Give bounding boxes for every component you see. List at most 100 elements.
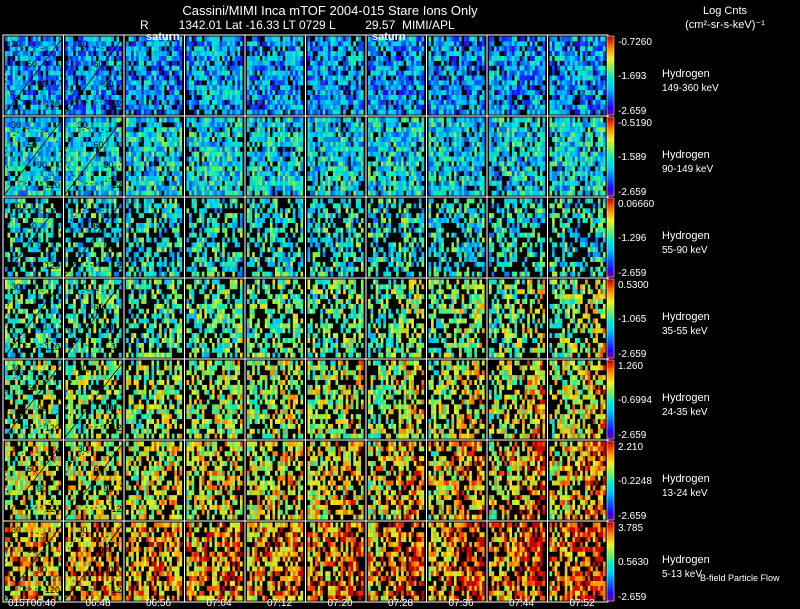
heatmap-cell [40,141,44,147]
heatmap-cell [325,51,328,57]
heatmap-cell [380,46,384,52]
heatmap-cell [33,51,36,57]
heatmap-cell [285,90,288,96]
heatmap-cell [249,65,253,71]
heatmap-cell [378,117,381,123]
heatmap-cell [201,141,205,147]
heatmap-cell [204,109,207,115]
heatmap-cell [206,75,210,81]
heatmap-cell [25,36,29,42]
heatmap-cell [390,65,394,71]
heatmap-cell [58,65,62,71]
heatmap-cell [48,65,51,71]
heatmap-cell [189,75,192,81]
heatmap-cell [141,132,144,138]
heatmap-cell [332,60,336,66]
heatmap-cell [522,80,525,86]
heatmap-cell [186,99,190,105]
heatmap-cell [338,185,341,191]
heatmap-cell [441,75,444,81]
heatmap-cell [249,180,253,186]
heatmap-cell [191,85,195,91]
heatmap-cell [527,46,530,52]
heatmap-cell [285,127,288,133]
heatmap-cell [322,127,326,133]
heatmap-cell [416,80,420,86]
heatmap-cell [585,109,588,115]
heatmap-cell [572,75,576,81]
heatmap-cell [118,137,122,142]
heatmap-cell [25,141,29,147]
heatmap-cell [30,46,34,52]
heatmap-cell [600,65,604,71]
heatmap-cell [148,151,152,157]
heatmap-cell [504,99,507,105]
heatmap-cell [17,137,21,142]
heatmap-cell [481,109,485,115]
heatmap-cell [375,141,379,147]
heatmap-cell [403,75,407,81]
heatmap-cell [136,85,139,91]
heatmap-cell [106,90,109,96]
heatmap-cell [310,80,313,86]
heatmap-cell [393,122,397,128]
heatmap-cell [7,180,11,186]
heatmap-cell [138,117,142,123]
heatmap-cell [297,151,301,157]
heatmap-cell [529,46,533,52]
heatmap-cell [30,85,34,91]
heatmap-cell [514,90,518,96]
heatmap-cell [209,56,213,61]
heatmap-cell [229,151,233,157]
heatmap-cell [542,41,546,47]
heatmap-cell [554,46,558,52]
heatmap-cell [103,36,107,42]
heatmap-cell [164,146,167,152]
heatmap-cell [267,185,271,191]
heatmap-cell [378,137,381,142]
heatmap-cell [401,127,404,133]
heatmap-cell [282,90,286,96]
heatmap-cell [201,99,205,105]
heatmap-cell [249,132,253,138]
heatmap-cell [569,75,573,81]
heatmap-cell [229,104,233,110]
heatmap-cell [108,41,112,47]
heatmap-cell [45,161,49,167]
heatmap-cell [378,127,381,133]
heatmap-cell [358,109,362,115]
heatmap-cell [166,176,170,181]
heatmap-cell [390,60,394,66]
heatmap-cell [78,51,81,57]
heatmap-cell [529,36,533,42]
heatmap-cell [12,51,16,57]
heatmap-cell [569,85,573,91]
heatmap-cell [10,156,13,162]
heatmap-cell [232,156,235,162]
heatmap-cell [80,185,84,191]
heatmap-cell [489,104,492,110]
heatmap-cell [12,75,16,81]
heatmap-cell [217,132,220,138]
heatmap-cell [272,132,276,138]
heatmap-cell [355,95,359,100]
heatmap-cell [554,51,558,57]
heatmap-cell [476,90,480,96]
heatmap-cell [295,65,299,71]
heatmap-cell [159,156,162,162]
heatmap-cell [98,171,102,177]
heatmap-cell [292,56,296,61]
colorbar-segment [607,36,614,39]
heatmap-cell [343,104,346,110]
heatmap-cell [73,161,76,167]
heatmap-cell [267,132,271,138]
heatmap-cell [224,117,228,123]
heatmap-cell [209,127,213,133]
heatmap-cell [234,185,238,191]
heatmap-cell [88,41,92,47]
heatmap-cell [179,190,183,196]
heatmap-cell [199,51,202,57]
heatmap-cell [577,60,581,66]
angle-label: 90 [37,79,47,89]
heatmap-cell [201,104,205,110]
